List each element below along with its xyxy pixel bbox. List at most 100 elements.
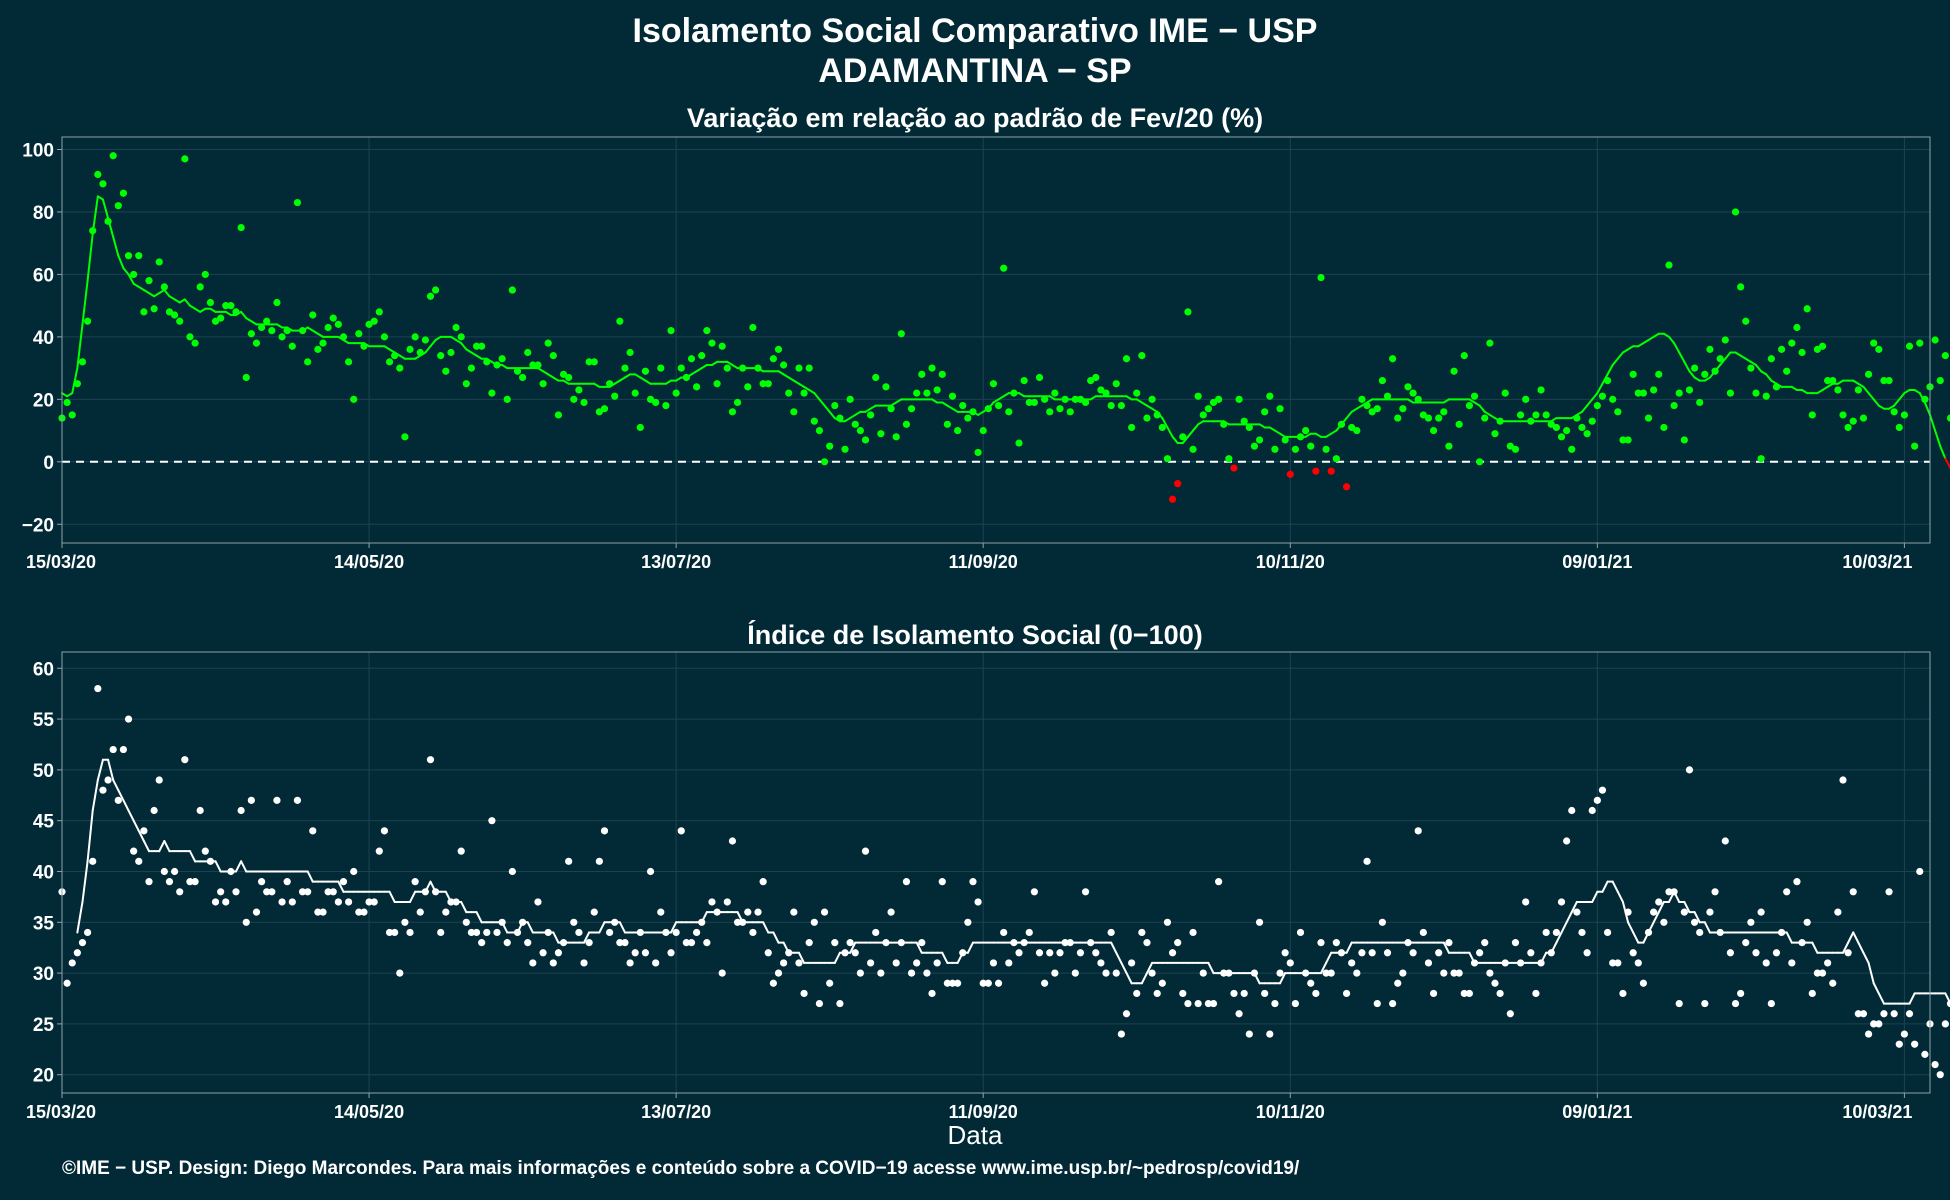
data-point: [1568, 806, 1576, 815]
data-point: [1834, 386, 1842, 394]
data-point: [1143, 414, 1151, 422]
data-point: [600, 827, 609, 835]
data-point: [1041, 979, 1049, 987]
data-point: [324, 888, 332, 896]
data-point: [1650, 386, 1658, 394]
data-point: [1465, 989, 1473, 998]
data-point: [575, 928, 583, 937]
data-point: [749, 928, 757, 937]
data-point: [176, 888, 184, 896]
data-point: [764, 380, 772, 388]
data-point: [693, 928, 701, 937]
data-point: [631, 949, 639, 957]
data-point: [1829, 979, 1837, 987]
data-point: [1440, 969, 1448, 977]
data-point: [1527, 417, 1535, 425]
data-point: [1941, 352, 1949, 360]
data-point: [1711, 888, 1719, 896]
data-point: [99, 180, 107, 188]
data-point: [728, 408, 737, 416]
moving-average-segment: [1325, 951, 1333, 964]
data-point: [1261, 989, 1269, 998]
data-point: [1030, 888, 1038, 896]
moving-average-segment: [188, 850, 197, 863]
data-point: [1578, 423, 1586, 432]
data-point: [1619, 436, 1627, 444]
moving-average-segment: [158, 840, 166, 853]
data-point: [1496, 989, 1504, 998]
data-point: [191, 339, 199, 347]
data-point: [1092, 949, 1100, 957]
data-point: [887, 405, 895, 413]
data-point: [1327, 467, 1335, 475]
panel-frame: [61, 136, 1931, 544]
data-point: [1911, 1040, 1919, 1048]
moving-average-segment: [132, 819, 140, 832]
data-point: [1818, 342, 1827, 350]
data-point: [795, 959, 803, 967]
data-point: [263, 317, 271, 325]
data-point: [232, 308, 240, 316]
data-point: [1153, 411, 1161, 419]
x-tick-label: 10/11/20: [1256, 552, 1325, 572]
data-point: [1138, 928, 1146, 937]
data-point: [488, 389, 496, 397]
data-point: [943, 979, 951, 987]
data-point: [1429, 426, 1438, 435]
data-point: [754, 908, 762, 916]
data-point: [1143, 939, 1151, 947]
data-point: [1128, 959, 1136, 967]
data-point: [1839, 776, 1847, 784]
data-point: [902, 878, 911, 886]
data-point: [1788, 339, 1796, 347]
data-point: [718, 342, 726, 350]
moving-average-segment: [337, 880, 345, 893]
data-point: [1353, 969, 1361, 977]
data-point: [89, 857, 97, 865]
data-point: [1389, 999, 1397, 1008]
data-point: [1844, 949, 1852, 957]
data-point: [928, 989, 936, 998]
x-tick-label: 15/03/20: [26, 552, 96, 572]
moving-average-segment: [1893, 398, 1901, 407]
data-point: [1772, 383, 1781, 391]
data-point: [1168, 495, 1177, 503]
moving-average-segment: [1627, 921, 1635, 934]
data-point: [1614, 408, 1622, 416]
data-point: [826, 979, 834, 987]
data-point: [1522, 898, 1530, 906]
data-point: [1276, 405, 1284, 413]
data-point: [790, 908, 798, 916]
data-point: [1102, 969, 1110, 977]
data-point: [759, 878, 767, 886]
data-point: [1603, 928, 1612, 937]
moving-average-segment: [1754, 363, 1763, 373]
data-point: [1501, 389, 1509, 397]
data-point: [1255, 918, 1264, 926]
moving-average-segment: [1683, 900, 1691, 914]
data-point: [785, 389, 793, 397]
data-point: [1158, 979, 1166, 987]
moving-average-segment: [1166, 426, 1174, 438]
data-point: [800, 989, 808, 998]
moving-average-segment: [1591, 392, 1599, 401]
data-point: [257, 323, 266, 332]
data-point: [1394, 979, 1402, 987]
data-point: [1552, 423, 1560, 432]
data-point: [304, 358, 312, 366]
data-point: [1342, 989, 1351, 998]
data-point: [324, 323, 332, 332]
data-point: [1634, 959, 1642, 967]
data-point: [385, 928, 394, 937]
data-point: [1046, 949, 1054, 957]
data-point: [565, 373, 573, 382]
data-point: [626, 348, 634, 357]
data-point: [923, 389, 931, 397]
data-point: [1163, 455, 1172, 463]
data-point: [1547, 949, 1555, 957]
moving-average-segment: [1847, 931, 1855, 944]
data-point: [380, 333, 389, 341]
data-point: [1066, 939, 1074, 947]
data-point: [432, 286, 440, 294]
moving-average-segment: [460, 342, 468, 351]
